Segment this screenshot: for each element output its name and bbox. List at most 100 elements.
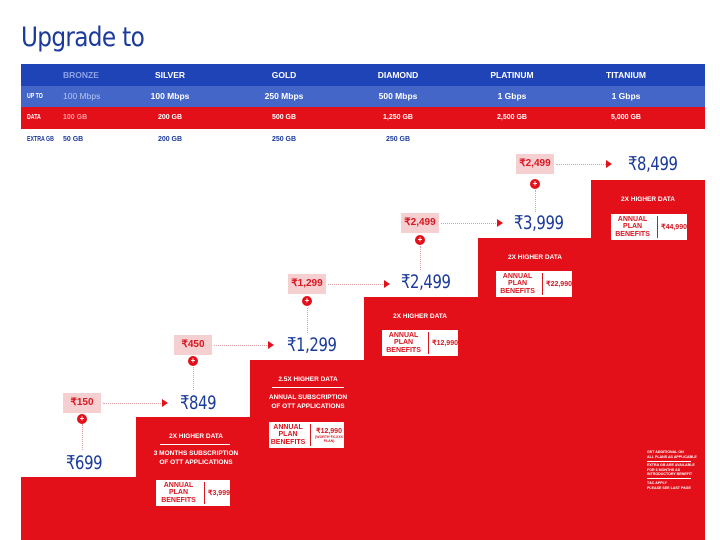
plan-header-platinum: PLATINUM xyxy=(490,69,534,80)
annual-benefit-badge-silver: ANNUAL PLAN BENEFITS ₹3,999 xyxy=(156,480,230,506)
table-cell: 2,500 GB xyxy=(497,114,527,122)
divider xyxy=(160,444,230,445)
plus-icon: + xyxy=(302,296,312,306)
plan-header-titanium: TITANIUM xyxy=(606,69,646,80)
table-cell: 500 Mbps xyxy=(378,91,418,102)
perk-text: 2X HIGHER DATA xyxy=(508,254,562,261)
table-cell: 50 GB xyxy=(63,135,84,143)
table-cell: 200 GB xyxy=(157,135,183,143)
divider xyxy=(647,460,691,462)
price-platinum: ₹3,999 xyxy=(514,212,564,234)
benefit-label: ANNUAL PLAN BENEFITS xyxy=(496,272,544,296)
addon-price-bronze: ₹150 xyxy=(63,393,101,413)
row-label: DATA xyxy=(27,114,41,122)
plus-icon: + xyxy=(530,179,540,189)
connector-line xyxy=(214,345,267,346)
benefit-label: ANNUAL PLAN BENEFITS xyxy=(611,215,659,239)
table-cell: 100 GB xyxy=(63,114,88,122)
plus-icon: + xyxy=(415,235,425,245)
fineprint-line: INTRODUCTORY BENEFIT xyxy=(647,472,693,477)
benefit-value: ₹12,990 (WORTH ₹X,XXX PLAN) xyxy=(315,427,343,443)
terms-fineprint: GST ADDITIONAL ON ALL PLANS AS APPLICABL… xyxy=(647,450,699,490)
arrow-right-icon xyxy=(497,219,503,227)
plan-header-gold: GOLD xyxy=(271,69,297,80)
fineprint-line: ALL PLANS AS APPLICABLE xyxy=(647,454,697,459)
annual-benefit-badge-titanium: ANNUAL PLAN BENEFITS ₹44,990 xyxy=(611,214,687,240)
arrow-right-icon xyxy=(384,280,390,288)
addon-price-gold: ₹1,299 xyxy=(288,274,326,294)
table-cell: 1,250 GB xyxy=(383,114,413,122)
step-silver xyxy=(136,417,256,540)
benefit-value: ₹12,990 xyxy=(432,339,458,347)
fineprint-line: EXTRA GB ARE AVAILABLE xyxy=(647,463,695,468)
table-cell: 250 GB xyxy=(271,135,297,143)
divider xyxy=(272,387,344,388)
connector-line xyxy=(328,284,383,285)
perk-text: 2.5X HIGHER DATA xyxy=(278,376,338,383)
fineprint-line: T&C APPLY xyxy=(647,480,667,485)
plan-comparison-table: BRONZE SILVER GOLD DIAMOND PLATINUM TITA… xyxy=(21,64,705,150)
table-cell: 250 Mbps xyxy=(264,91,304,102)
fineprint-line: PLEASE SEE LAST PAGE xyxy=(647,485,691,490)
table-cell: 250 GB xyxy=(385,135,411,143)
perk-text: OF OTT APPLICATIONS xyxy=(271,403,345,410)
annual-benefit-badge-diamond: ANNUAL PLAN BENEFITS ₹12,990 xyxy=(382,330,458,356)
connector-line xyxy=(103,403,161,404)
step-bronze xyxy=(21,477,141,540)
connector-line xyxy=(535,190,536,212)
connector-line xyxy=(82,424,83,450)
table-cell: 100 Mbps xyxy=(150,91,190,102)
connector-line xyxy=(556,164,606,165)
plan-header-bronze: BRONZE xyxy=(63,69,99,80)
connector-line xyxy=(307,308,308,333)
benefit-label: ANNUAL PLAN BENEFITS xyxy=(269,423,312,447)
divider xyxy=(647,478,691,480)
benefit-label: ANNUAL PLAN BENEFITS xyxy=(382,331,430,355)
table-row-data: DATA 100 GB 200 GB 500 GB 1,250 GB 2,500… xyxy=(21,107,705,129)
price-gold: ₹1,299 xyxy=(287,334,337,356)
plus-icon: + xyxy=(77,414,87,424)
price-diamond: ₹2,499 xyxy=(401,271,451,293)
plan-header-silver: SILVER xyxy=(154,69,186,80)
benefit-value: ₹44,990 xyxy=(661,223,687,231)
table-row-speed: UP TO 100 Mbps 100 Mbps 250 Mbps 500 Mbp… xyxy=(21,85,705,107)
perk-text: 3 MONTHS SUBSCRIPTION xyxy=(153,450,239,457)
benefit-value: ₹3,999 xyxy=(208,489,230,497)
step-titanium xyxy=(591,180,705,540)
row-label: UP TO xyxy=(27,92,43,100)
connector-line xyxy=(441,223,496,224)
perk-text: 2X HIGHER DATA xyxy=(393,313,447,320)
connector-line xyxy=(420,246,421,270)
annual-benefit-badge-platinum: ANNUAL PLAN BENEFITS ₹22,990 xyxy=(496,271,572,297)
fineprint-line: FOR 6 MONTHS AS xyxy=(647,467,681,472)
price-titanium: ₹8,499 xyxy=(628,153,678,175)
table-cell: 5,000 GB xyxy=(611,114,641,122)
addon-price-silver: ₹450 xyxy=(174,335,212,355)
table-header-row: BRONZE SILVER GOLD DIAMOND PLATINUM TITA… xyxy=(21,64,705,86)
perk-text: 2X HIGHER DATA xyxy=(621,196,675,203)
step-gold xyxy=(250,360,370,540)
perk-text: 2X HIGHER DATA xyxy=(169,433,223,440)
table-cell: 1 Gbps xyxy=(497,91,527,102)
table-cell: 1 Gbps xyxy=(611,91,641,102)
arrow-right-icon xyxy=(268,341,274,349)
price-bronze: ₹699 xyxy=(66,452,103,474)
annual-benefit-badge-gold: ANNUAL PLAN BENEFITS ₹12,990 (WORTH ₹X,XXX… xyxy=(269,422,344,448)
addon-price-diamond: ₹2,499 xyxy=(401,213,439,233)
table-cell: 200 GB xyxy=(157,114,183,122)
price-silver: ₹849 xyxy=(180,392,217,414)
arrow-right-icon xyxy=(162,399,168,407)
addon-price-platinum: ₹2,499 xyxy=(516,154,554,174)
table-row-extra-gb: EXTRA GB 50 GB 200 GB 250 GB 250 GB xyxy=(21,128,705,150)
connector-line xyxy=(193,365,194,390)
page-title: Upgrade to xyxy=(21,22,145,53)
row-label: EXTRA GB xyxy=(27,135,54,143)
perk-text: ANNUAL SUBSCRIPTION xyxy=(268,394,348,401)
benefit-value: ₹22,990 xyxy=(546,280,572,288)
arrow-right-icon xyxy=(606,160,612,168)
benefit-label: ANNUAL PLAN BENEFITS xyxy=(156,481,206,505)
table-cell: 500 GB xyxy=(271,114,297,122)
table-cell: 100 Mbps xyxy=(63,91,101,102)
plus-icon: + xyxy=(188,356,198,366)
perk-text: OF OTT APPLICATIONS xyxy=(159,459,233,466)
